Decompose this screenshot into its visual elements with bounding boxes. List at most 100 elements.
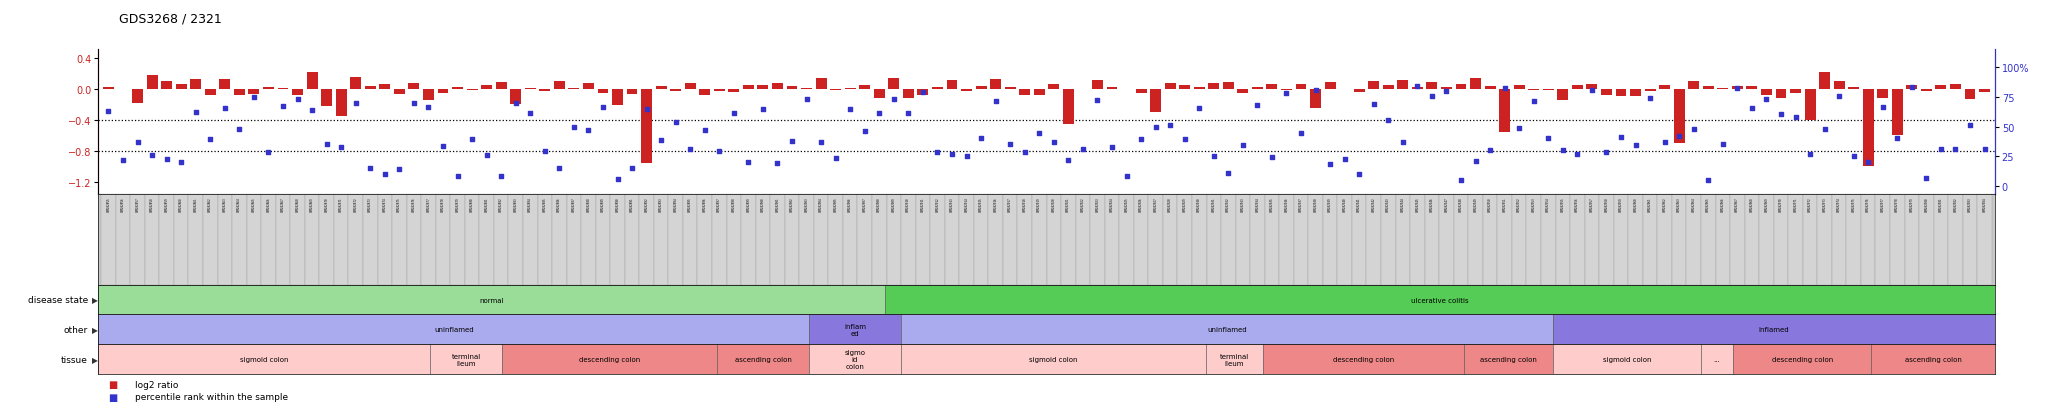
Text: normal: normal	[479, 297, 504, 303]
Text: GSM282925: GSM282925	[1124, 197, 1128, 211]
Bar	[279, 89, 289, 90]
Point	[907, 89, 940, 96]
Text: GSM282900: GSM282900	[762, 197, 766, 211]
Point	[557, 125, 590, 131]
Bar	[1819, 73, 1831, 90]
Point	[1968, 146, 2001, 152]
Bar	[858, 194, 872, 285]
Bar	[903, 90, 913, 99]
Text: GSM282924: GSM282924	[1110, 197, 1114, 211]
Bar	[1919, 194, 1933, 285]
Bar	[887, 194, 901, 285]
Bar	[1733, 344, 1872, 374]
Bar	[1657, 194, 1671, 285]
Bar	[1266, 194, 1280, 285]
Point	[500, 100, 532, 107]
Bar	[1049, 85, 1059, 90]
Bar	[1976, 194, 1993, 285]
Bar	[1890, 194, 1905, 285]
Point	[1794, 151, 1827, 158]
Text: GSM282923: GSM282923	[1096, 197, 1100, 211]
Bar	[1978, 90, 1991, 93]
Text: log2 ratio: log2 ratio	[135, 380, 178, 389]
Bar	[1235, 194, 1249, 285]
Bar	[1034, 90, 1044, 95]
Bar	[1552, 344, 1700, 374]
Bar	[522, 194, 537, 285]
Text: GSM282959: GSM282959	[1620, 197, 1622, 211]
Point	[1284, 131, 1317, 137]
Bar	[1511, 194, 1526, 285]
Point	[631, 106, 664, 113]
Bar	[1585, 194, 1599, 285]
Bar	[133, 90, 143, 104]
Point	[266, 104, 299, 110]
Bar	[801, 89, 811, 90]
Text: GSM282950: GSM282950	[1489, 197, 1493, 211]
Bar	[553, 194, 567, 285]
Bar	[305, 194, 319, 285]
Text: GSM282931: GSM282931	[1212, 197, 1217, 211]
Bar	[319, 194, 334, 285]
Point	[762, 161, 795, 167]
Point	[471, 152, 504, 159]
Point	[1649, 139, 1681, 146]
Bar	[494, 194, 508, 285]
Bar	[553, 82, 565, 90]
Bar	[1688, 82, 1700, 90]
Point	[616, 165, 649, 171]
Bar	[1149, 194, 1163, 285]
Text: GSM282972: GSM282972	[1808, 197, 1812, 211]
Bar	[973, 194, 989, 285]
Point	[164, 159, 197, 166]
Bar	[479, 194, 494, 285]
Point	[1954, 123, 1987, 129]
Bar	[1702, 87, 1714, 90]
Text: GSM282913: GSM282913	[950, 197, 954, 211]
Text: GSM282902: GSM282902	[791, 197, 795, 211]
Bar	[336, 90, 346, 117]
Bar	[1659, 86, 1669, 90]
Text: GSM282928: GSM282928	[1167, 197, 1171, 211]
Bar	[1526, 194, 1540, 285]
Text: GSM282910: GSM282910	[907, 197, 911, 211]
Bar	[1602, 90, 1612, 96]
Text: GSM282978: GSM282978	[1894, 197, 1898, 211]
Bar	[98, 285, 885, 315]
Bar	[1499, 90, 1509, 132]
Bar	[176, 85, 186, 90]
Text: GSM282891: GSM282891	[631, 197, 635, 211]
Bar	[1366, 194, 1380, 285]
Point	[440, 173, 473, 180]
Bar	[481, 85, 492, 90]
Point	[1124, 136, 1157, 143]
Bar	[1878, 90, 1888, 98]
Bar	[809, 315, 901, 344]
Text: GSM282856: GSM282856	[121, 197, 125, 211]
Point	[1604, 134, 1636, 141]
Bar	[188, 194, 203, 285]
Text: GSM282967: GSM282967	[1735, 197, 1739, 211]
Bar	[729, 90, 739, 93]
Bar	[1645, 90, 1655, 92]
Point	[485, 173, 518, 180]
Text: GSM282877: GSM282877	[426, 197, 430, 211]
Bar	[293, 90, 303, 96]
Text: disease state: disease state	[29, 295, 88, 304]
Point	[1212, 170, 1245, 177]
Text: GSM282948: GSM282948	[1458, 197, 1462, 211]
Bar	[1817, 194, 1831, 285]
Bar	[1552, 315, 1995, 344]
Bar	[307, 73, 317, 90]
Bar	[844, 194, 858, 285]
Bar	[231, 194, 246, 285]
Bar	[889, 79, 899, 90]
Point	[862, 110, 895, 117]
Point	[209, 105, 242, 112]
Text: GSM282894: GSM282894	[674, 197, 678, 211]
Bar	[1921, 90, 1931, 92]
Text: ▶: ▶	[92, 355, 98, 364]
Bar	[424, 90, 434, 101]
Bar	[809, 344, 901, 374]
Bar	[1106, 88, 1118, 90]
